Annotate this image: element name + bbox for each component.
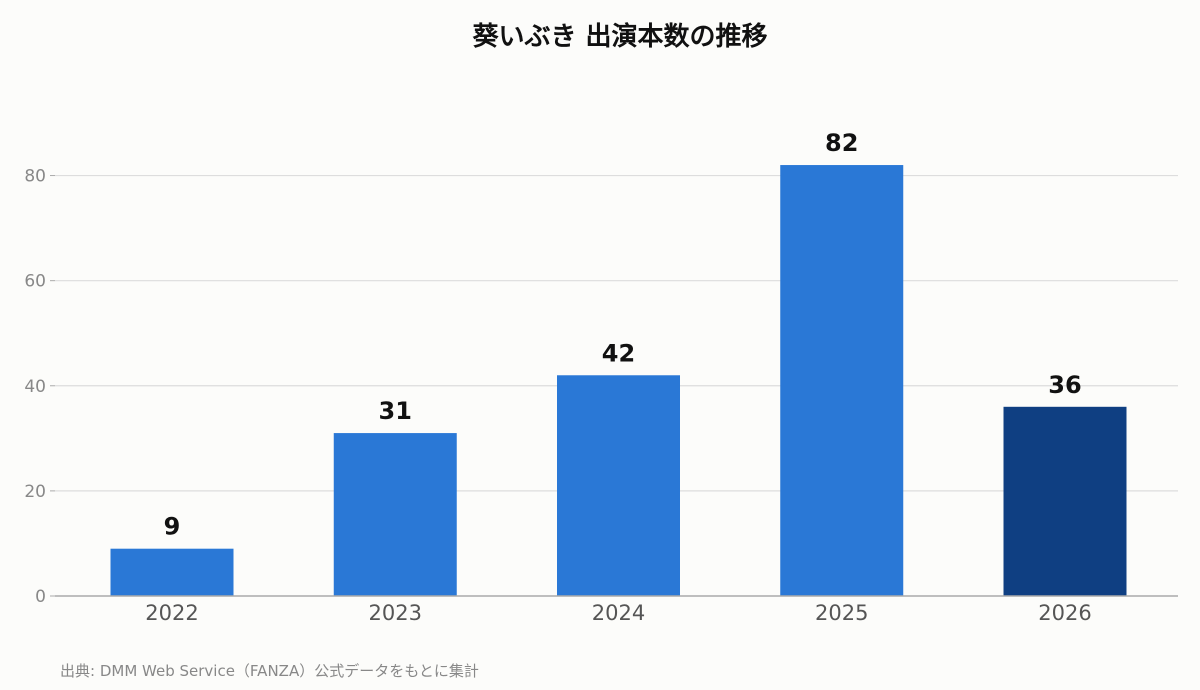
bar-2022 — [110, 548, 234, 596]
y-tick-label: 40 — [24, 377, 46, 397]
bar-2023 — [333, 433, 457, 596]
bar-2025 — [780, 165, 904, 597]
y-axis-ticks: 0 20 40 60 80 — [24, 167, 55, 607]
data-label: 42 — [602, 339, 635, 367]
bar-2024 — [557, 375, 680, 596]
data-label: 36 — [1048, 371, 1081, 399]
x-axis-ticks: 2022 2023 2024 2025 2026 — [145, 601, 1091, 625]
source-note: 出典: DMM Web Service（FANZA）公式データをもとに集計 — [60, 662, 479, 680]
y-tick-label: 80 — [24, 167, 46, 187]
data-label: 31 — [379, 397, 412, 425]
data-label: 9 — [164, 513, 181, 541]
y-tick-label: 20 — [24, 482, 46, 502]
bar-2026 — [1003, 406, 1127, 596]
data-label: 82 — [825, 129, 858, 157]
chart-title: 葵いぶき 出演本数の推移 — [472, 21, 767, 52]
x-tick-label: 2023 — [369, 601, 422, 625]
y-tick-label: 0 — [35, 587, 46, 607]
x-tick-label: 2022 — [145, 601, 198, 625]
y-tick-label: 60 — [24, 272, 46, 292]
x-tick-label: 2026 — [1038, 601, 1091, 625]
bars — [110, 165, 1127, 597]
x-tick-label: 2025 — [815, 601, 868, 625]
x-tick-label: 2024 — [592, 601, 645, 625]
data-labels: 9 31 42 82 36 — [164, 129, 1082, 541]
